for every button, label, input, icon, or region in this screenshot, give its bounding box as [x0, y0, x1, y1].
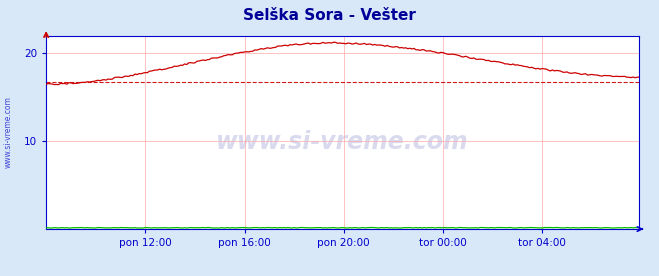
Text: Selška Sora - Vešter: Selška Sora - Vešter	[243, 8, 416, 23]
Text: www.si-vreme.com: www.si-vreme.com	[3, 97, 13, 168]
Text: www.si-vreme.com: www.si-vreme.com	[216, 130, 469, 154]
